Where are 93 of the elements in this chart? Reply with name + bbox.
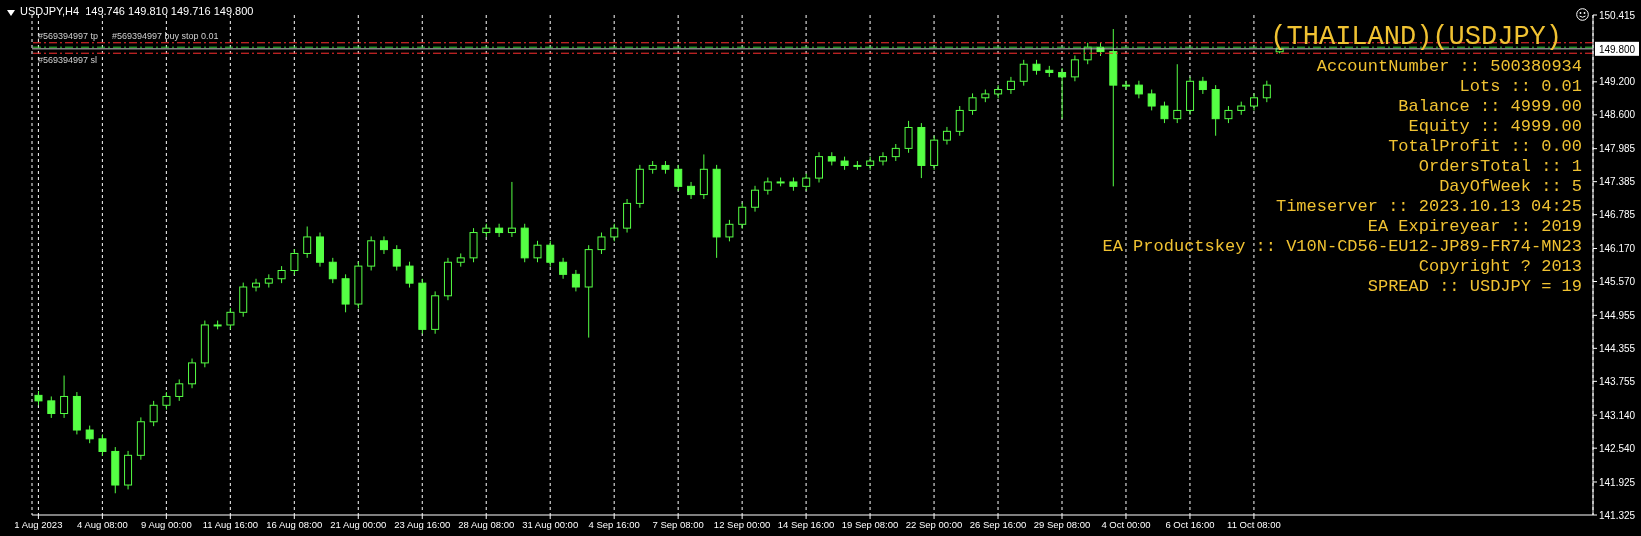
annotation: EA Productskey :: V10N-CD56-EU12-JP89-FR74-MN23 [1102, 237, 1582, 257]
x-tick-label: 28 Aug 08:00 [458, 518, 515, 530]
candlestick [149, 400, 158, 427]
annotation: Lots :: 0.01 [1458, 77, 1582, 97]
candlestick [188, 358, 197, 389]
candlestick [751, 185, 760, 213]
y-tick-label: 144.355 [1599, 342, 1636, 354]
candlestick [674, 164, 683, 192]
candlestick [1122, 80, 1131, 91]
x-tick-label: 4 Oct 00:00 [1101, 518, 1151, 530]
x-tick-label: 9 Aug 00:00 [140, 518, 192, 530]
candlestick [1198, 76, 1207, 95]
x-tick-label: 14 Sep 16:00 [777, 518, 835, 530]
candlestick [559, 257, 568, 280]
candlestick [328, 257, 337, 284]
candlestick [60, 375, 69, 419]
candlestick [1262, 80, 1271, 103]
y-tick-label: 145.570 [1599, 276, 1636, 288]
candlestick [738, 202, 747, 230]
ref-line-label: #569394997 sl [38, 55, 98, 66]
candlestick [290, 248, 299, 276]
candlestick [252, 278, 261, 292]
x-tick-label: 1 Aug 2023 [14, 518, 63, 530]
candlestick [1173, 63, 1182, 124]
x-tick-label: 22 Sep 00:00 [905, 518, 963, 530]
x-tick-label: 26 Sep 16:00 [969, 518, 1027, 530]
y-tick-label: 143.755 [1599, 375, 1636, 387]
ref-line-label: 149.800 [1598, 43, 1636, 55]
candlestick [968, 92, 977, 116]
candlestick [47, 395, 56, 419]
annotation: OrdersTotal :: 1 [1417, 157, 1582, 177]
x-tick-label: 29 Sep 08:00 [1033, 518, 1091, 530]
x-tick-label: 11 Aug 16:00 [202, 518, 258, 530]
candlestick [725, 219, 734, 242]
x-tick-label: 23 Aug 16:00 [394, 518, 451, 530]
candlestick [175, 378, 184, 402]
annotation: DayOfWeek :: 5 [1438, 177, 1582, 197]
x-tick-label: 16 Aug 08:00 [266, 518, 323, 530]
candlestick [878, 151, 887, 166]
ref-line-label: #569394997 buy stop 0.01 [112, 31, 219, 42]
x-tick-label: 4 Sep 16:00 [588, 518, 640, 530]
ref-line-label: #569394997 tp [38, 30, 99, 41]
x-tick-label: 12 Sep 00:00 [713, 518, 771, 530]
candlestick [226, 307, 235, 330]
y-tick-label: 150.415 [1599, 9, 1636, 21]
candlestick [495, 223, 504, 238]
annotation: AccountNumber :: 500380934 [1315, 57, 1582, 77]
candlestick [597, 232, 606, 255]
annotation: Timeserver :: 2023.10.13 04:25 [1274, 197, 1582, 217]
candlestick [546, 240, 555, 268]
y-tick-label: 146.170 [1599, 243, 1636, 255]
candlestick [1058, 67, 1067, 120]
y-tick-label: 147.985 [1599, 143, 1636, 155]
y-tick-label: 147.385 [1599, 176, 1636, 188]
x-tick-label: 21 Aug 00:00 [330, 518, 387, 530]
candlestick [303, 226, 312, 259]
x-tick-label: 11 Oct 08:00 [1227, 518, 1281, 530]
candlestick [405, 261, 414, 289]
candlestick [994, 84, 1003, 99]
y-tick-label: 143.140 [1599, 409, 1636, 421]
candlestick [1019, 59, 1028, 87]
y-tick-label: 146.785 [1599, 209, 1636, 221]
annotation: Copyright ? 2013 [1417, 257, 1582, 277]
annotation: EA Expireyear :: 2019 [1366, 217, 1582, 237]
y-tick-label: 141.325 [1599, 509, 1636, 521]
candlestick [955, 105, 964, 137]
annotation: TotalProfit :: 0.00 [1387, 137, 1582, 157]
candlestick [507, 181, 516, 238]
x-tick-label: 7 Sep 08:00 [652, 518, 704, 530]
annotation: Balance :: 4999.00 [1397, 97, 1582, 117]
candlestick [1070, 54, 1079, 82]
candlestick [687, 181, 696, 200]
x-tick-label: 6 Oct 16:00 [1165, 518, 1215, 530]
candlestick [392, 244, 401, 271]
y-tick-label: 141.925 [1599, 476, 1636, 488]
y-tick-label: 142.540 [1599, 442, 1636, 454]
y-tick-label: 148.600 [1599, 109, 1636, 121]
annotation: Equity :: 4999.00 [1407, 117, 1582, 137]
candlestick [571, 269, 580, 292]
x-tick-label: 31 Aug 00:00 [522, 518, 579, 530]
candlestick [1147, 89, 1156, 111]
candlestick [1006, 76, 1015, 95]
candlestick [533, 240, 542, 263]
candlestick [98, 433, 107, 457]
candlestick [815, 151, 823, 183]
y-tick-label: 144.955 [1599, 309, 1636, 321]
x-tick-label: 4 Aug 08:00 [77, 518, 128, 530]
y-tick-label: 149.200 [1599, 76, 1636, 88]
candlestick [1160, 101, 1169, 124]
chart-subtitle: USDJPY,H4 149.746 149.810 149.716 149.800 [20, 5, 254, 17]
annotation: SPREAD :: USDJPY = 19 [1366, 277, 1582, 297]
x-tick-label: 19 Sep 08:00 [841, 518, 899, 530]
candlestick [904, 120, 913, 154]
